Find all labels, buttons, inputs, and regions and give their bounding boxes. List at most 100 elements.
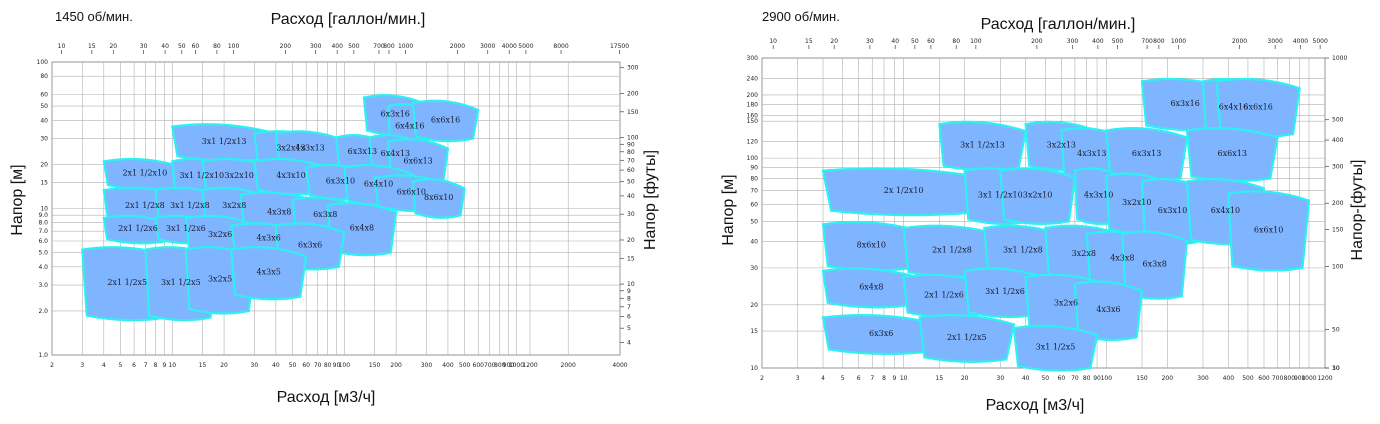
top-tick-label: 300 (1067, 38, 1079, 45)
pump-label: 6x6x16 (1243, 102, 1272, 111)
x-tick-label: 4 (102, 362, 106, 369)
pump-label: 4x3x13 (1077, 149, 1106, 158)
x-tick-label: 30 (997, 375, 1005, 382)
x-tick-label: 10 (900, 375, 908, 382)
pump-label: 6x6x10 (1254, 225, 1283, 234)
y-tick-label: 7.0 (38, 228, 48, 235)
y-tick-label: 60 (750, 202, 758, 209)
top-tick-label: 300 (310, 43, 322, 50)
right-tick-label: 80 (627, 149, 635, 156)
top-tick-label: 1000 (398, 43, 413, 50)
pump-label: 3x2x6 (208, 230, 232, 239)
top-tick-label: 4000 (1293, 38, 1308, 45)
y-tick-label: 10 (750, 365, 758, 372)
x-tick-label: 2 (50, 362, 54, 369)
x-tick-label: 40 (1022, 375, 1030, 382)
top-tick-label: 50 (911, 38, 919, 45)
top-axis-title: Расход [галлон/мин.] (271, 11, 426, 28)
x-tick-label: 20 (220, 362, 228, 369)
right-tick-label: 7 (627, 304, 631, 311)
right-tick-label: 1000 (1332, 55, 1347, 62)
pump-label: 3x1 1/2x13 (960, 140, 1005, 149)
pump-label: 3x1 1/2x5 (1036, 343, 1076, 352)
x-tick-label: 400 (1223, 375, 1235, 382)
pump-label: 3x2x10 (225, 171, 254, 180)
x-tick-label: 5 (841, 375, 845, 382)
top-tick-label: 3000 (480, 43, 495, 50)
top-tick-label: 200 (280, 43, 292, 50)
pump-label: 3x2x8 (222, 201, 246, 210)
x-tick-label: 800 (1284, 375, 1296, 382)
pump-region (411, 99, 480, 143)
pump-label: 6x4x13 (381, 149, 410, 158)
y-tick-label: 8.0 (38, 220, 48, 227)
top-tick-label: 60 (927, 38, 935, 45)
pump-label: 4x3x10 (276, 171, 305, 180)
x-tick-label: 90 (1093, 375, 1101, 382)
pump-label: 6x6x13 (1218, 149, 1247, 158)
y-tick-label: 300 (747, 55, 759, 62)
x-tick-label: 4000 (612, 362, 627, 369)
x-tick-label: 8 (154, 362, 158, 369)
y-tick-label: 60 (40, 92, 48, 99)
pump-label: 2x1 1/2x8 (932, 246, 972, 255)
pump-region (999, 167, 1077, 225)
pump-label: 6x4x8 (859, 282, 883, 291)
top-tick-label: 80 (213, 43, 221, 50)
pump-label: 4x3x10 (1084, 191, 1113, 200)
x-tick-label: 70 (314, 362, 322, 369)
right-tick-label: 150 (627, 109, 639, 116)
x-tick-label: 3 (80, 362, 84, 369)
pump-label: 6x4x10 (1211, 206, 1240, 215)
pump-label: 4x3x8 (267, 208, 291, 217)
y-tick-label: 5.0 (38, 250, 48, 257)
right-tick-label: 200 (1332, 200, 1344, 207)
y-tick-label: 30 (40, 136, 48, 143)
pump-label: 3x1 1/2x6 (166, 224, 206, 233)
x-tick-label: 1200 (1317, 375, 1332, 382)
pump-label: 3x2x8 (1072, 249, 1096, 258)
x-tick-label: 2000 (561, 362, 576, 369)
pump-label: 6x4x16 (395, 122, 424, 131)
pump-label: 6x4x10 (364, 179, 393, 188)
right-tick-label: 5 (627, 325, 631, 332)
top-tick-label: 80 (952, 38, 960, 45)
pump-label: 3x2x10 (1122, 198, 1151, 207)
x-tick-label: 600 (473, 362, 485, 369)
speed-label: 2900 об/мин. (762, 9, 840, 24)
pump-label: 6x3x10 (326, 177, 355, 186)
pump-label: 6x3x8 (1142, 260, 1166, 269)
x-tick-label: 800 (494, 362, 506, 369)
y-tick-label: 9.0 (38, 212, 48, 219)
y-tick-label: 30 (750, 265, 758, 272)
bottom-axis-title: Расход [м3/ч] (986, 397, 1085, 414)
x-tick-label: 4 (821, 375, 825, 382)
right-tick-label: 40 (627, 193, 635, 200)
y-tick-label: 20 (40, 161, 48, 168)
top-tick-label: 1000 (1171, 38, 1186, 45)
right-tick-label: 10 (627, 281, 635, 288)
top-tick-label: 40 (891, 38, 899, 45)
top-tick-label: 20 (109, 43, 117, 50)
x-tick-label: 90 (333, 362, 341, 369)
pump-label: 3x1 1/2x8 (1003, 246, 1043, 255)
right-tick-label: 300 (1332, 163, 1344, 170)
x-tick-label: 9 (162, 362, 166, 369)
x-tick-label: 500 (459, 362, 471, 369)
pump-label: 6x4x8 (350, 224, 374, 233)
pump-label: 6x3x16 (380, 110, 409, 119)
y-tick-label: 6.0 (38, 238, 48, 245)
pump-region (230, 246, 308, 301)
pump-region (411, 178, 466, 219)
top-tick-label: 15 (88, 43, 96, 50)
top-tick-label: 10 (58, 43, 66, 50)
top-tick-label: 17500 (610, 43, 629, 50)
pump-label: 6x3x6 (869, 329, 893, 338)
y-tick-label: 1.0 (38, 352, 48, 359)
right-tick-label: 300 (627, 65, 639, 72)
right-tick-label: 20 (627, 237, 635, 244)
x-tick-label: 30 (251, 362, 259, 369)
pump-label: 2x1 1/2x5 (947, 333, 987, 342)
pump-label: 6x3x13 (348, 147, 377, 156)
y-tick-label: 20 (750, 302, 758, 309)
